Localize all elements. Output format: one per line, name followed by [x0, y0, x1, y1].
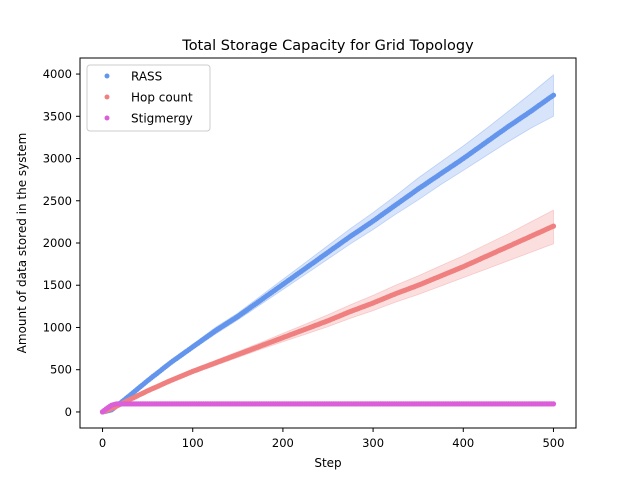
y-axis-ticks: 0 500 1000 1500 2000 2500 3000 3500 4000 [43, 67, 80, 419]
legend: RASS Hop count Stigmergy [86, 64, 211, 132]
x-tick-label: 100 [182, 436, 204, 450]
x-axis-ticks: 0 100 200 300 400 500 [99, 428, 564, 450]
data-points [99, 92, 557, 415]
legend-box [86, 64, 211, 132]
y-tick-label: 2000 [43, 236, 72, 250]
x-tick-label: 500 [542, 436, 564, 450]
y-tick-label: 1500 [43, 278, 72, 292]
legend-label-hop-count: Hop count [131, 91, 193, 105]
y-tick-label: 4000 [43, 67, 72, 81]
chart-title: Total Storage Capacity for Grid Topology [181, 38, 474, 54]
legend-label-rass: RASS [131, 70, 162, 84]
legend-marker-hop-count [104, 94, 110, 100]
x-tick-label: 400 [452, 436, 474, 450]
y-axis-label: Amount of data stored in the system [15, 133, 29, 354]
y-tick-label: 3000 [43, 152, 72, 166]
y-tick-label: 1000 [43, 320, 72, 334]
data-point [550, 92, 557, 98]
x-tick-label: 0 [99, 436, 106, 450]
y-tick-label: 3500 [43, 109, 72, 123]
legend-marker-stigmergy [104, 115, 110, 121]
y-tick-label: 2500 [43, 194, 72, 208]
x-tick-label: 300 [362, 436, 384, 450]
legend-marker-rass [104, 73, 110, 79]
legend-label-stigmergy: Stigmergy [131, 112, 193, 126]
data-point [550, 401, 557, 407]
y-tick-label: 500 [50, 363, 72, 377]
data-point [550, 223, 557, 229]
x-axis-label: Step [314, 456, 341, 470]
x-tick-label: 200 [272, 436, 294, 450]
y-tick-label: 0 [65, 405, 72, 419]
